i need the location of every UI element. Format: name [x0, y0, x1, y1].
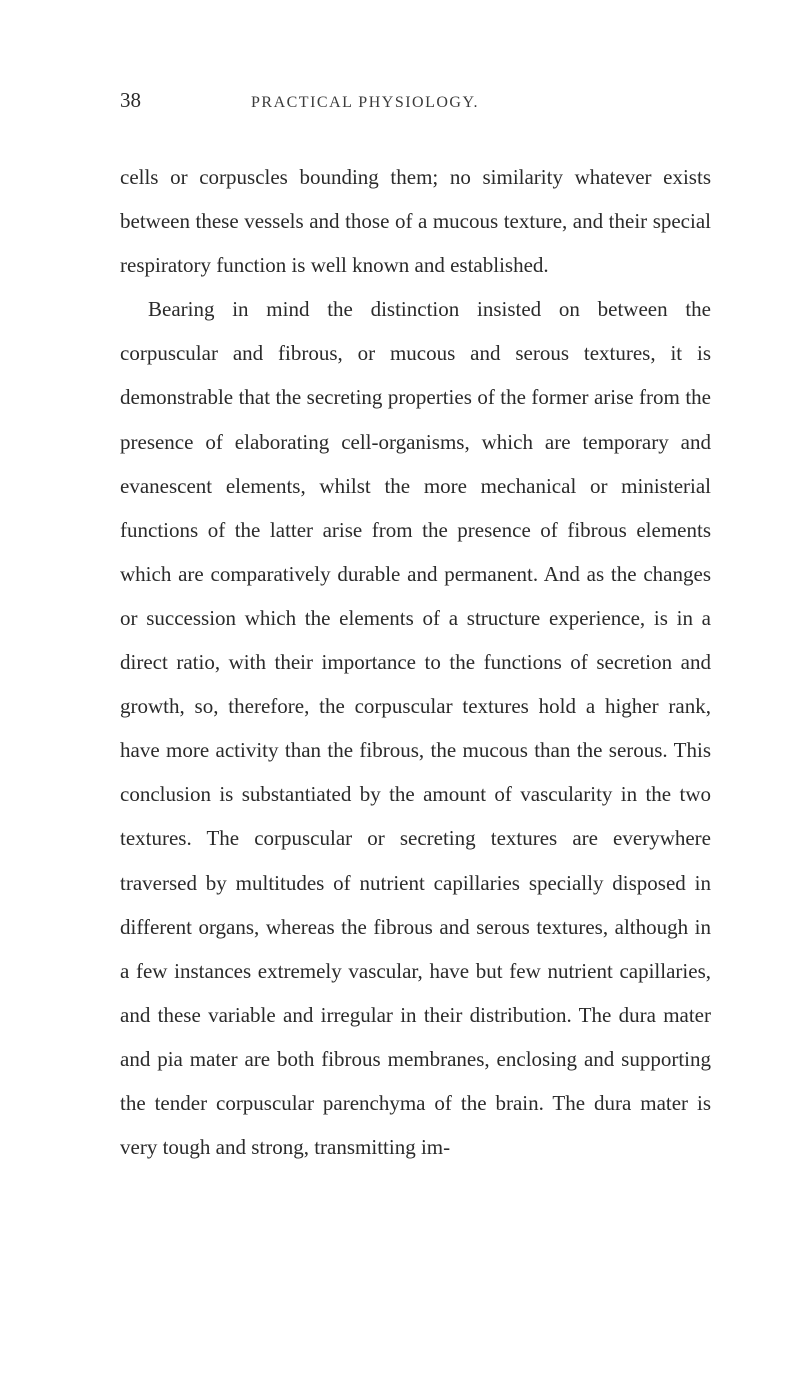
page-title: PRACTICAL PHYSIOLOGY. — [251, 94, 479, 112]
page-number: 38 — [120, 88, 141, 113]
page-header: 38 PRACTICAL PHYSIOLOGY. — [120, 88, 711, 113]
paragraph-1: cells or corpuscles bounding them; no si… — [120, 155, 711, 287]
body-text: cells or corpuscles bounding them; no si… — [120, 155, 711, 1169]
paragraph-2: Bearing in mind the distinction insisted… — [120, 287, 711, 1169]
